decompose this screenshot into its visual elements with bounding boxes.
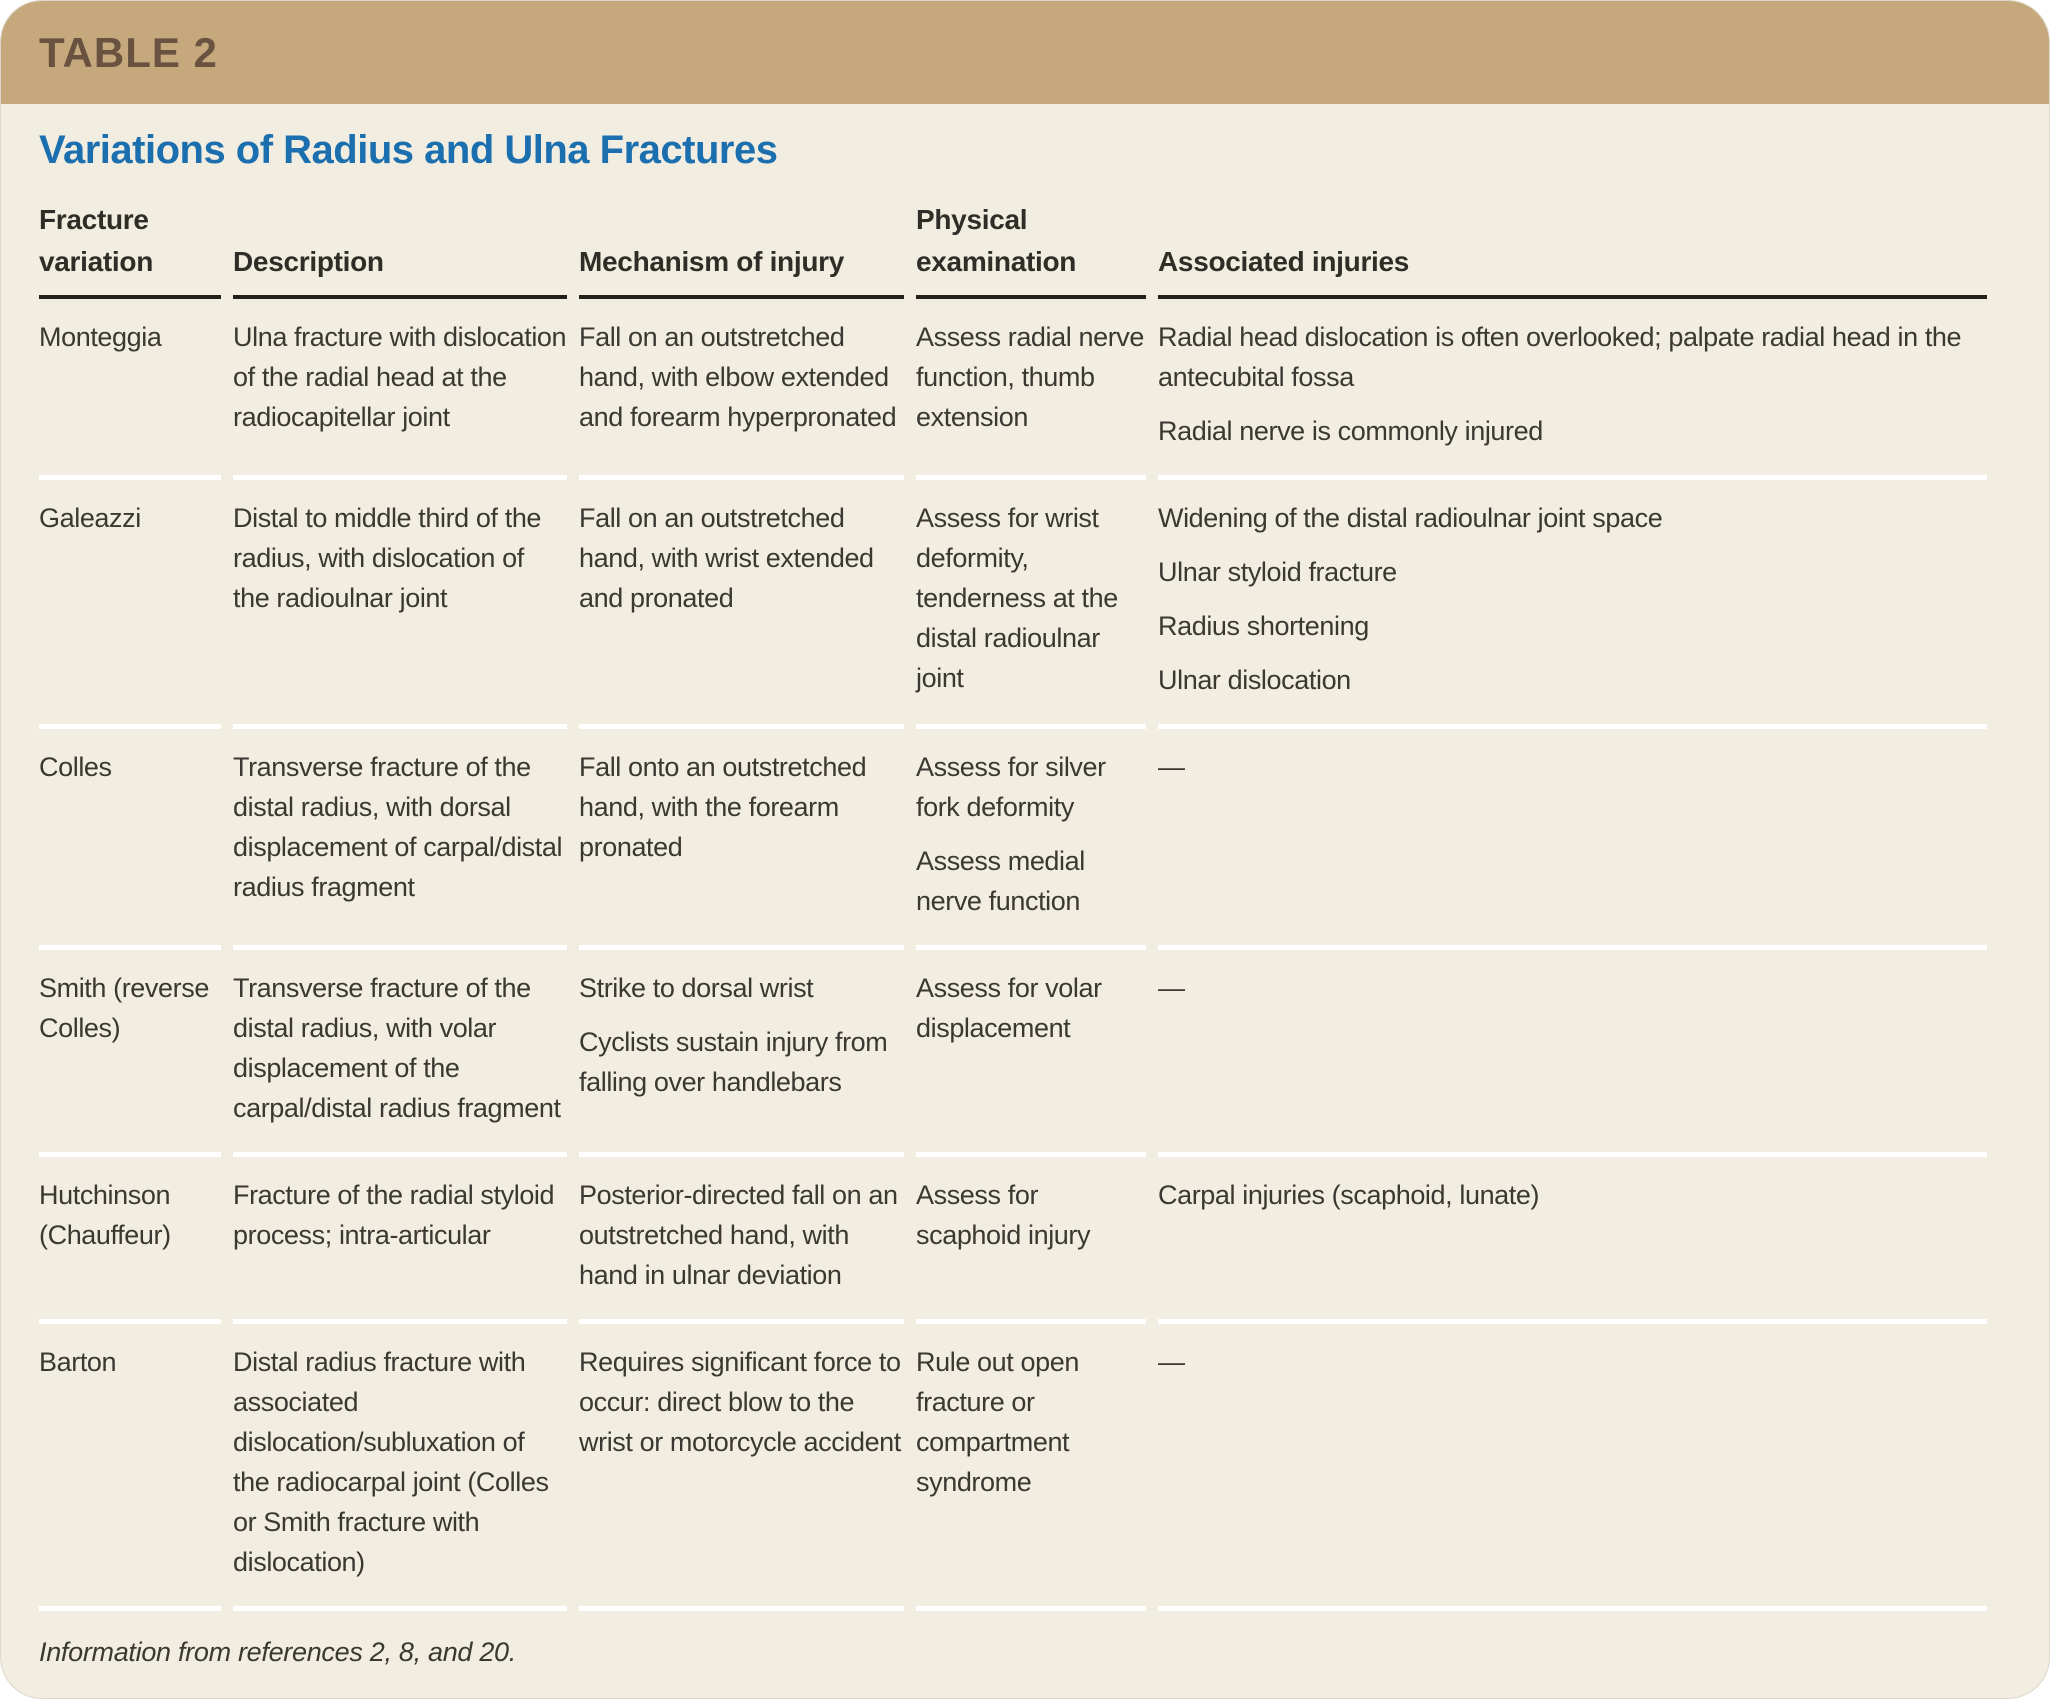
table-rows: Monteggia Ulna fracture with dislocation … (39, 299, 1999, 1611)
column-header-mechanism-of-injury: Mechanism of injury (579, 199, 904, 299)
cell-physical-exam: Assess for wrist deformity, tenderness a… (916, 480, 1146, 729)
cell-associated-injuries: Radial head dislocation is often overloo… (1158, 299, 1987, 480)
table-row: Smith (reverse Colles) Transverse fractur… (39, 950, 1987, 1157)
cell-variation: Colles (39, 729, 221, 950)
cell-paragraph: Transverse fracture of the distal radius… (233, 752, 563, 902)
cell-paragraph: Requires significant force to occur: dir… (579, 1347, 901, 1457)
table-body-area: Variations of Radius and Ulna Fractures … (1, 104, 2049, 1698)
cell-paragraph: Assess for wrist deformity, tenderness a… (916, 503, 1118, 693)
cell-description: Fracture of the radial styloid process; … (233, 1157, 567, 1324)
cell-mechanism: Fall on an outstretched hand, with elbow… (579, 299, 904, 480)
column-header-physical-examination: Physical examination (916, 199, 1146, 299)
table-row: Barton Distal radius fracture with associ… (39, 1324, 1987, 1611)
cell-paragraph: Radius shortening (1158, 611, 1369, 641)
cell-mechanism: Fall onto an outstretched hand, with the… (579, 729, 904, 950)
cell-mechanism: Strike to dorsal wrist Cyclists sustain i… (579, 950, 904, 1157)
cell-associated-injuries: — (1158, 729, 1987, 950)
column-header-associated-injuries: Associated injuries (1158, 199, 1987, 299)
cell-paragraph: Fracture of the radial styloid process; … (233, 1180, 555, 1250)
cell-paragraph: Radial head dislocation is often overloo… (1158, 322, 1962, 392)
cell-description: Transverse fracture of the distal radius… (233, 729, 567, 950)
cell-paragraph: Galeazzi (39, 503, 141, 533)
table-row: Galeazzi Distal to middle third of the ra… (39, 480, 1987, 729)
cell-paragraph: Ulna fracture with dislocation of the ra… (233, 322, 567, 432)
cell-paragraph: Distal to middle third of the radius, wi… (233, 503, 542, 613)
column-header-description: Description (233, 199, 567, 299)
cell-paragraph: Ulnar styloid fracture (1158, 557, 1397, 587)
cell-paragraph: — (1158, 752, 1185, 782)
cell-paragraph: Rule out open fracture or compartment sy… (916, 1347, 1079, 1497)
cell-paragraph: Carpal injuries (scaphoid, lunate) (1158, 1180, 1540, 1210)
cell-paragraph: Strike to dorsal wrist (579, 973, 814, 1003)
cell-paragraph: Fall on an outstretched hand, with wrist… (579, 503, 874, 613)
cell-paragraph: — (1158, 1347, 1185, 1377)
cell-variation: Monteggia (39, 299, 221, 480)
cell-description: Distal radius fracture with associated d… (233, 1324, 567, 1611)
cell-physical-exam: Assess for silver fork deformity Assess m… (916, 729, 1146, 950)
cell-paragraph: Assess radial nerve function, thumb exte… (916, 322, 1145, 432)
cell-paragraph: Colles (39, 752, 112, 782)
cell-mechanism: Posterior-directed fall on an outstretch… (579, 1157, 904, 1324)
cell-paragraph: Smith (reverse Colles) (39, 973, 209, 1043)
cell-paragraph: Cyclists sustain injury from falling ove… (579, 1027, 888, 1097)
cell-paragraph: Ulnar dislocation (1158, 665, 1351, 695)
cell-physical-exam: Assess for scaphoid injury (916, 1157, 1146, 1324)
cell-paragraph: Distal radius fracture with associated d… (233, 1347, 549, 1577)
cell-paragraph: Hutchinson (Chauffeur) (39, 1180, 171, 1250)
cell-paragraph: Assess medial nerve function (916, 846, 1085, 916)
cell-paragraph: Fall onto an outstretched hand, with the… (579, 752, 867, 862)
cell-description: Ulna fracture with dislocation of the ra… (233, 299, 567, 480)
cell-paragraph: — (1158, 973, 1185, 1003)
cell-paragraph: Posterior-directed fall on an outstretch… (579, 1180, 898, 1290)
cell-variation: Galeazzi (39, 480, 221, 729)
cell-paragraph: Widening of the distal radioulnar joint … (1158, 503, 1663, 533)
cell-mechanism: Requires significant force to occur: dir… (579, 1324, 904, 1611)
table-title: Variations of Radius and Ulna Fractures (39, 128, 778, 172)
table-label: TABLE 2 (39, 28, 218, 76)
cell-paragraph: Barton (39, 1347, 117, 1377)
cell-paragraph: Assess for volar displacement (916, 973, 1102, 1043)
column-header-fracture-variation: Fracture variation (39, 199, 221, 299)
cell-variation: Barton (39, 1324, 221, 1611)
cell-variation: Smith (reverse Colles) (39, 950, 221, 1157)
cell-mechanism: Fall on an outstretched hand, with wrist… (579, 480, 904, 729)
cell-associated-injuries: Carpal injuries (scaphoid, lunate) (1158, 1157, 1987, 1324)
cell-physical-exam: Assess radial nerve function, thumb exte… (916, 299, 1146, 480)
cell-paragraph: Assess for scaphoid injury (916, 1180, 1091, 1250)
cell-physical-exam: Rule out open fracture or compartment sy… (916, 1324, 1146, 1611)
cell-associated-injuries: Widening of the distal radioulnar joint … (1158, 480, 1987, 729)
cell-description: Transverse fracture of the distal radius… (233, 950, 567, 1157)
table-label-bar: TABLE 2 (1, 1, 2049, 104)
cell-associated-injuries: — (1158, 1324, 1987, 1611)
table-row: Hutchinson (Chauffeur) Fracture of the ra… (39, 1157, 1987, 1324)
cell-paragraph: Fall on an outstretched hand, with elbow… (579, 322, 897, 432)
cell-associated-injuries: — (1158, 950, 1987, 1157)
cell-variation: Hutchinson (Chauffeur) (39, 1157, 221, 1324)
cell-paragraph: Assess for silver fork deformity (916, 752, 1106, 822)
table-row: Colles Transverse fracture of the distal … (39, 729, 1987, 950)
table-row: Monteggia Ulna fracture with dislocation … (39, 299, 1987, 480)
cell-paragraph: Radial nerve is commonly injured (1158, 416, 1543, 446)
cell-physical-exam: Assess for volar displacement (916, 950, 1146, 1157)
table-footnote: Information from references 2, 8, and 20… (39, 1637, 516, 1667)
cell-paragraph: Monteggia (39, 322, 162, 352)
table-header-row: Fracture variation Description Mechanism… (39, 199, 1987, 299)
cell-description: Distal to middle third of the radius, wi… (233, 480, 567, 729)
cell-paragraph: Transverse fracture of the distal radius… (233, 973, 561, 1123)
